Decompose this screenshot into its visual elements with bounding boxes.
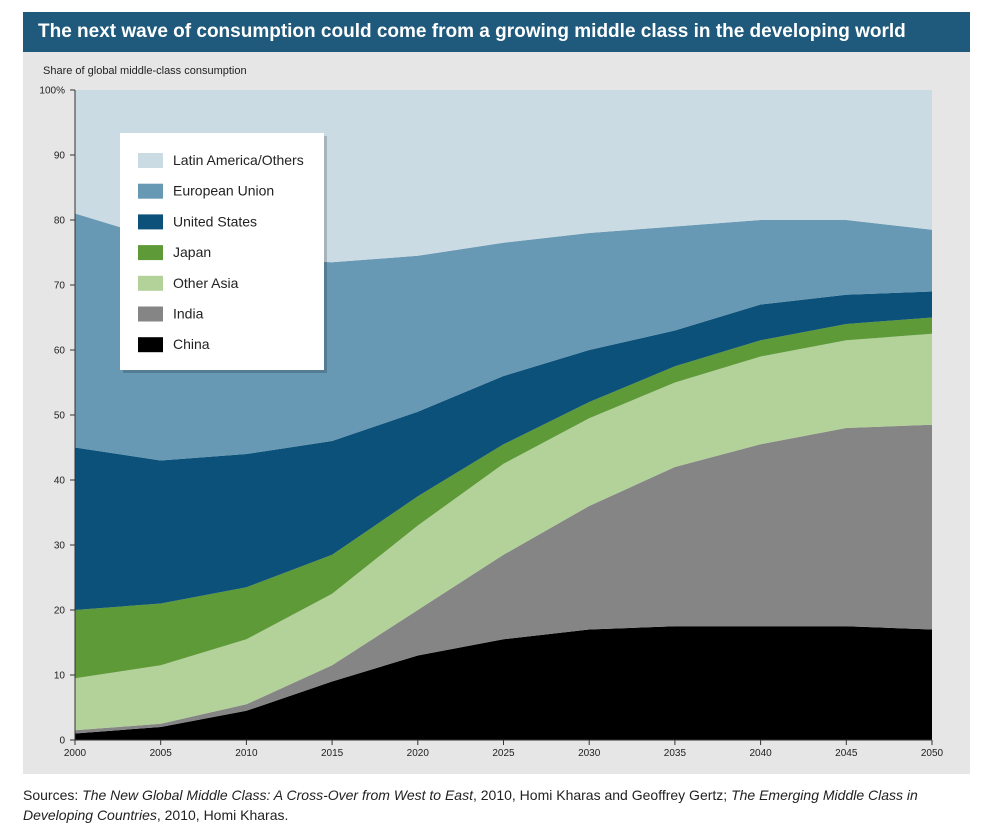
source-note: Sources: The New Global Middle Class: A …	[23, 785, 968, 825]
x-tick-label: 2020	[407, 748, 430, 759]
chart-title: The next wave of consumption could come …	[38, 21, 906, 42]
y-tick-label: 50	[54, 411, 66, 422]
area-other-asia	[75, 333, 932, 731]
legend-swatch-united-states	[138, 214, 163, 230]
source-ref1-title: The New Global Middle Class: A Cross-Ove…	[82, 787, 473, 803]
y-tick-label: 20	[54, 606, 66, 617]
y-tick-label: 100%	[39, 86, 65, 97]
legend-label-latin-america-others: Latin America/Others	[173, 152, 304, 168]
source-ref2-title: The Emerging Middle Class in Developing …	[23, 787, 918, 823]
legend-swatch-european-union	[138, 183, 163, 199]
y-tick-label: 10	[54, 671, 66, 682]
y-tick-label: 0	[59, 736, 65, 747]
x-tick-label: 2000	[64, 748, 87, 759]
area-japan	[75, 317, 932, 679]
x-tick-label: 2035	[664, 748, 687, 759]
legend-label-china: China	[173, 336, 210, 352]
x-tick-label: 2040	[749, 748, 772, 759]
x-tick-label: 2025	[492, 748, 515, 759]
legend-label-india: India	[173, 306, 204, 322]
area-united-states	[75, 291, 932, 610]
y-tick-label: 70	[54, 281, 66, 292]
legend-swatch-india	[138, 306, 163, 322]
title-bar: The next wave of consumption could come …	[23, 12, 970, 52]
source-prefix: Sources:	[23, 787, 83, 803]
x-tick-label: 2030	[578, 748, 601, 759]
y-tick-label: 60	[54, 346, 66, 357]
legend-label-united-states: United States	[173, 213, 257, 229]
legend-label-japan: Japan	[173, 244, 211, 260]
y-tick-label: 90	[54, 151, 66, 162]
legend-label-other-asia: Other Asia	[173, 275, 239, 291]
legend-label-european-union: European Union	[173, 183, 274, 199]
legend-swatch-china	[138, 337, 163, 353]
y-axis-title: Share of global middle-class consumption	[43, 65, 247, 77]
area-china	[75, 626, 932, 740]
legend-swatch-latin-america-others	[138, 153, 163, 168]
y-tick-label: 30	[54, 541, 66, 552]
legend-swatch-japan	[138, 245, 163, 261]
legend: Latin America/Others European Union United…	[120, 133, 327, 373]
y-tick-label: 80	[54, 216, 66, 227]
legend-swatch-other-asia	[138, 275, 163, 291]
source-ref2-rest: , 2010, Homi Kharas.	[156, 807, 289, 823]
x-tick-label: 2050	[921, 748, 944, 759]
area-india	[75, 424, 932, 734]
x-tick-label: 2005	[150, 748, 173, 759]
x-tick-label: 2010	[235, 748, 258, 759]
y-tick-label: 40	[54, 476, 66, 487]
x-tick-label: 2045	[835, 748, 858, 759]
x-tick-label: 2015	[321, 748, 344, 759]
source-ref1-rest: , 2010, Homi Kharas and Geoffrey Gertz;	[472, 787, 732, 803]
